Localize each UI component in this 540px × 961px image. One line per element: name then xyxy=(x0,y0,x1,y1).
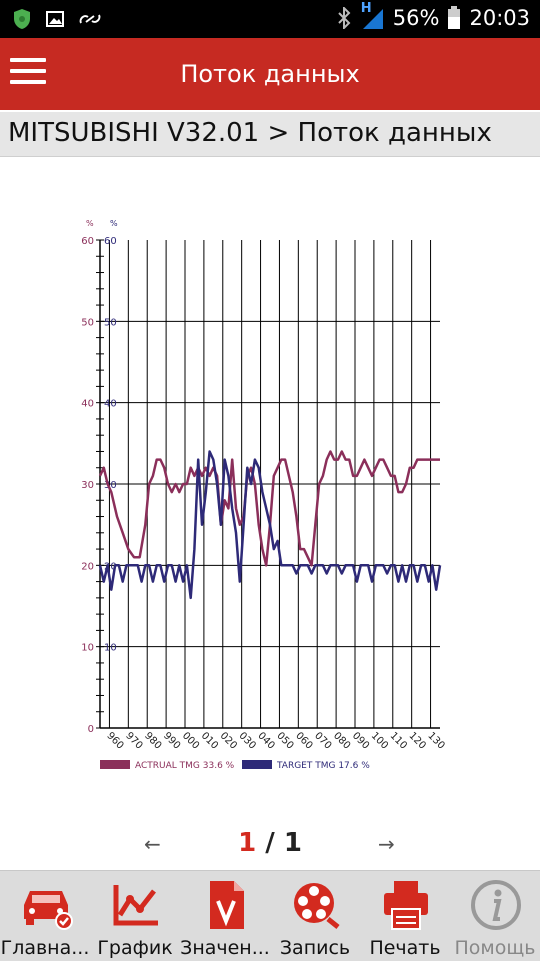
y-left-tick-label: 0 xyxy=(88,724,94,735)
y-left-tick-label: 40 xyxy=(81,399,94,410)
signal-icon: H xyxy=(359,1,385,31)
nav-label: График xyxy=(97,937,173,959)
nav-record[interactable]: Запись xyxy=(270,871,360,961)
x-tick-label: 000 xyxy=(180,730,201,751)
breadcrumb-text: MITSUBISHI V32.01 > Поток данных xyxy=(8,118,492,148)
y-left-tick-label: 10 xyxy=(81,643,94,654)
total-pages: 1 xyxy=(283,828,302,858)
x-tick-label: 970 xyxy=(123,730,144,751)
y-right-tick-label: 50 xyxy=(104,317,117,328)
link-icon xyxy=(79,14,101,24)
nav-graph[interactable]: График xyxy=(90,871,180,961)
x-tick-label: 070 xyxy=(312,730,333,751)
nav-help[interactable]: Помощь xyxy=(450,871,540,961)
page-indicator: 1 / 1 xyxy=(0,828,540,858)
legend-swatch xyxy=(100,760,130,769)
y-left-tick-label: 50 xyxy=(81,317,94,328)
graph-icon xyxy=(113,885,158,926)
x-tick-label: 020 xyxy=(218,730,239,751)
nav-print[interactable]: Печать xyxy=(360,871,450,961)
document-v-icon xyxy=(210,881,244,929)
y-left-tick-label: 20 xyxy=(81,561,94,572)
y-right-tick-label: 10 xyxy=(104,643,117,654)
x-tick-label: 050 xyxy=(274,730,295,751)
next-page-button[interactable]: → xyxy=(378,832,395,856)
x-tick-label: 960 xyxy=(104,730,125,751)
series-line-1 xyxy=(98,450,440,567)
bluetooth-icon xyxy=(338,7,351,29)
image-icon xyxy=(46,11,64,27)
legend-label: TARGET TMG 17.6 % xyxy=(276,761,370,771)
car-check-icon xyxy=(24,891,73,930)
nav-label: Запись xyxy=(279,937,351,959)
x-tick-label: 080 xyxy=(331,730,352,751)
pager: ← 1 / 1 → xyxy=(0,826,540,866)
y-left-tick-label: 30 xyxy=(81,480,94,491)
legend-label: ACTRUAL TMG 33.6 % xyxy=(135,761,235,771)
x-tick-label: 010 xyxy=(199,730,220,751)
y-left-tick-label: 60 xyxy=(81,236,94,247)
series-line-2 xyxy=(98,450,442,600)
y-right-tick-label: 40 xyxy=(104,399,117,410)
printer-icon xyxy=(384,881,428,930)
breadcrumb: MITSUBISHI V32.01 > Поток данных xyxy=(0,112,540,157)
y-right-tick-label: 20 xyxy=(104,561,117,572)
y-right-unit: % xyxy=(110,219,118,228)
shield-icon xyxy=(14,9,30,29)
nav-label: Значен... xyxy=(180,937,270,959)
legend-swatch xyxy=(242,760,272,769)
x-tick-label: 110 xyxy=(388,730,409,751)
x-tick-label: 040 xyxy=(255,730,276,751)
x-tick-label: 980 xyxy=(142,730,163,751)
status-bar: H 56% 20:03 xyxy=(0,0,540,38)
page-title: Поток данных xyxy=(180,60,360,88)
film-reel-icon xyxy=(294,883,340,929)
menu-button[interactable] xyxy=(10,58,46,92)
network-type: H xyxy=(360,1,372,16)
nav-label: Помощь xyxy=(454,937,536,959)
app-bar: Поток данных xyxy=(0,38,540,110)
y-right-tick-label: 60 xyxy=(104,236,117,247)
x-tick-label: 060 xyxy=(293,730,314,751)
prev-page-button[interactable]: ← xyxy=(144,832,161,856)
nav-home[interactable]: Главна... xyxy=(0,871,90,961)
info-icon xyxy=(471,880,521,930)
page-separator: / xyxy=(265,828,275,858)
x-tick-label: 100 xyxy=(369,730,390,751)
battery-icon xyxy=(448,6,461,29)
x-tick-label: 130 xyxy=(425,730,446,751)
x-tick-label: 090 xyxy=(350,730,371,751)
bottom-nav: Главна... График Значен... Запись xyxy=(0,870,540,961)
data-stream-chart: 9609709809900000100200300400500600700800… xyxy=(81,219,446,771)
nav-label: Главна... xyxy=(0,937,90,959)
y-right-tick-label: 30 xyxy=(104,480,117,491)
current-page: 1 xyxy=(238,828,257,858)
nav-label: Печать xyxy=(369,937,441,959)
x-tick-label: 990 xyxy=(161,730,182,751)
nav-values[interactable]: Значен... xyxy=(180,871,270,961)
clock: 20:03 xyxy=(469,6,530,30)
battery-level: 56% xyxy=(392,6,440,30)
y-left-unit: % xyxy=(86,219,94,228)
x-tick-label: 120 xyxy=(407,730,428,751)
x-tick-label: 030 xyxy=(237,730,258,751)
